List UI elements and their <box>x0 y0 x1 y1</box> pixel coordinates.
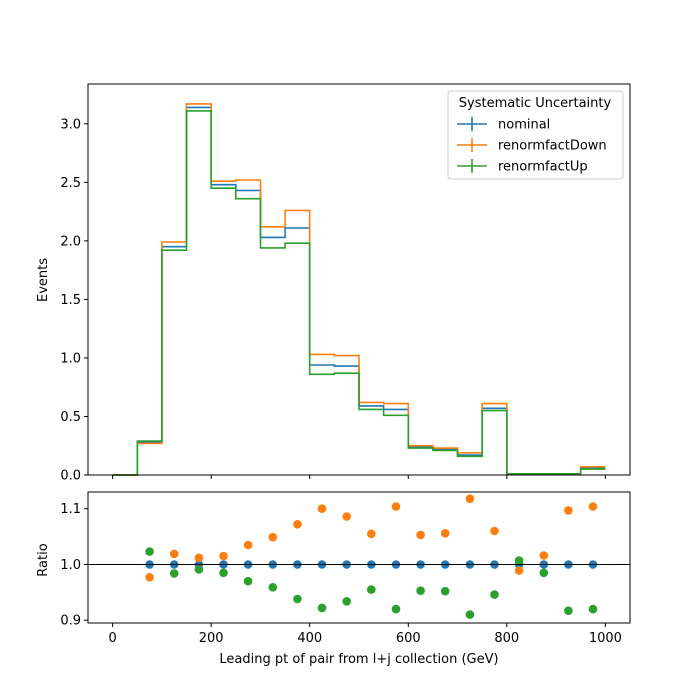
main-y-tick-label: 0.5 <box>60 410 81 425</box>
ratio-series-renormfactDown <box>145 494 598 582</box>
ratio-point-renormfactDown <box>219 551 228 561</box>
x-axis-label: Leading pt of pair from l+j collection (… <box>219 652 498 667</box>
main-y-tick-label: 1.0 <box>60 351 81 366</box>
main-panel: 0.0 0.5 1.0 1.5 2.0 2.5 3.0 Events Systematic … <box>36 83 631 484</box>
main-y-axis-label: Events <box>36 258 51 302</box>
legend-box <box>447 90 624 180</box>
ratio-point-renormfactUp <box>342 597 352 606</box>
ratio-series-renormfactUp <box>145 547 598 619</box>
legend-label-renormfactUp: renormfactUp <box>498 160 588 175</box>
ratio-point-renormfactUp <box>367 585 376 594</box>
ratio-point-renormfactUp <box>490 590 499 599</box>
x-tick-label: 800 <box>494 631 519 646</box>
x-tick-label: 1000 <box>589 631 622 646</box>
main-y-tick-label: 3.0 <box>60 117 81 132</box>
ratio-y-axis-label: Ratio <box>36 543 51 576</box>
ratio-point-renormfactDown <box>564 506 573 515</box>
ratio-point-renormfactUp <box>514 556 524 565</box>
ratio-axes-frame <box>87 491 631 624</box>
x-tick-label: 200 <box>199 631 224 646</box>
ratio-point-renormfactDown <box>145 573 154 582</box>
x-tick-label: 0 <box>108 631 116 646</box>
ratio-point-renormfactDown <box>416 530 425 540</box>
legend: Systematic Uncertainty nominal renormfact… <box>447 90 624 180</box>
main-y-tick-label: 2.0 <box>60 234 81 249</box>
legend-entry-nominal: nominal <box>457 117 550 133</box>
ratio-point-renormfactDown <box>440 529 450 538</box>
legend-label-renormfactDown: renormfactDown <box>498 139 607 154</box>
ratio-y-tick-label: 1.0 <box>60 558 81 573</box>
ratio-point-renormfactUp <box>588 604 598 614</box>
ratio-point-renormfactDown <box>391 502 401 511</box>
ratio-point-renormfactUp <box>145 547 154 556</box>
main-axes-frame <box>87 83 631 476</box>
ratio-point-renormfactDown <box>293 520 302 529</box>
series-line-renormfactUp <box>112 110 606 476</box>
x-tick-label: 400 <box>297 631 322 646</box>
main-y-tick-label: 2.5 <box>60 176 81 191</box>
ratio-point-renormfactDown <box>169 549 179 559</box>
main-series-group <box>112 103 606 476</box>
ratio-y-ticks: 0.9 1.0 1.1 <box>60 502 88 629</box>
ratio-point-renormfactDown <box>465 494 475 504</box>
ratio-point-renormfactDown <box>317 504 327 513</box>
ratio-point-renormfactDown <box>367 529 376 539</box>
legend-entry-renormfactDown: renormfactDown <box>457 138 607 154</box>
ratio-point-renormfactDown <box>514 566 524 575</box>
series-line-renormfactDown <box>112 103 606 476</box>
ratio-point-renormfactUp <box>243 576 253 586</box>
legend-entries: nominal renormfactDown renormfactUp <box>457 117 607 175</box>
ratio-point-renormfactDown <box>268 532 278 542</box>
legend-entry-renormfactUp: renormfactUp <box>457 159 588 175</box>
legend-label-nominal: nominal <box>498 118 550 133</box>
ratio-y-tick-label: 1.1 <box>60 502 81 517</box>
legend-title: Systematic Uncertainty <box>459 96 612 111</box>
ratio-point-renormfactDown <box>490 526 499 536</box>
ratio-panel: 0 200 400 600 800 1000 0.9 1.0 1.1 Ratio Leadin… <box>36 491 631 667</box>
ratio-point-renormfactUp <box>391 604 401 614</box>
ratio-point-renormfactUp <box>317 603 327 613</box>
ratio-point-renormfactUp <box>564 606 573 615</box>
ratio-point-renormfactDown <box>194 553 204 563</box>
ratio-point-renormfactUp <box>539 568 549 578</box>
ratio-point-renormfactDown <box>588 502 598 511</box>
main-y-tick-label: 0.0 <box>60 469 81 484</box>
main-x-ticks <box>112 475 606 479</box>
ratio-y-tick-label: 0.9 <box>60 614 81 629</box>
main-y-ticks: 0.0 0.5 1.0 1.5 2.0 2.5 3.0 <box>60 117 88 484</box>
ratio-point-renormfactDown <box>243 540 253 550</box>
series-line-nominal <box>112 106 606 476</box>
ratio-point-renormfactUp <box>194 565 204 574</box>
ratio-point-renormfactUp <box>219 568 228 578</box>
ratio-point-renormfactUp <box>465 610 475 619</box>
ratio-point-renormfactUp <box>169 569 179 578</box>
ratio-point-renormfactUp <box>440 586 450 596</box>
ratio-point-renormfactUp <box>268 583 278 592</box>
ratio-point-renormfactDown <box>539 551 549 560</box>
ratio-point-renormfactDown <box>342 512 352 521</box>
ratio-point-renormfactUp <box>293 594 302 604</box>
ratio-point-renormfactUp <box>416 586 425 595</box>
x-tick-label: 600 <box>396 631 421 646</box>
main-y-tick-label: 1.5 <box>60 293 81 308</box>
ratio-x-ticks: 0 200 400 600 800 1000 <box>108 623 622 646</box>
